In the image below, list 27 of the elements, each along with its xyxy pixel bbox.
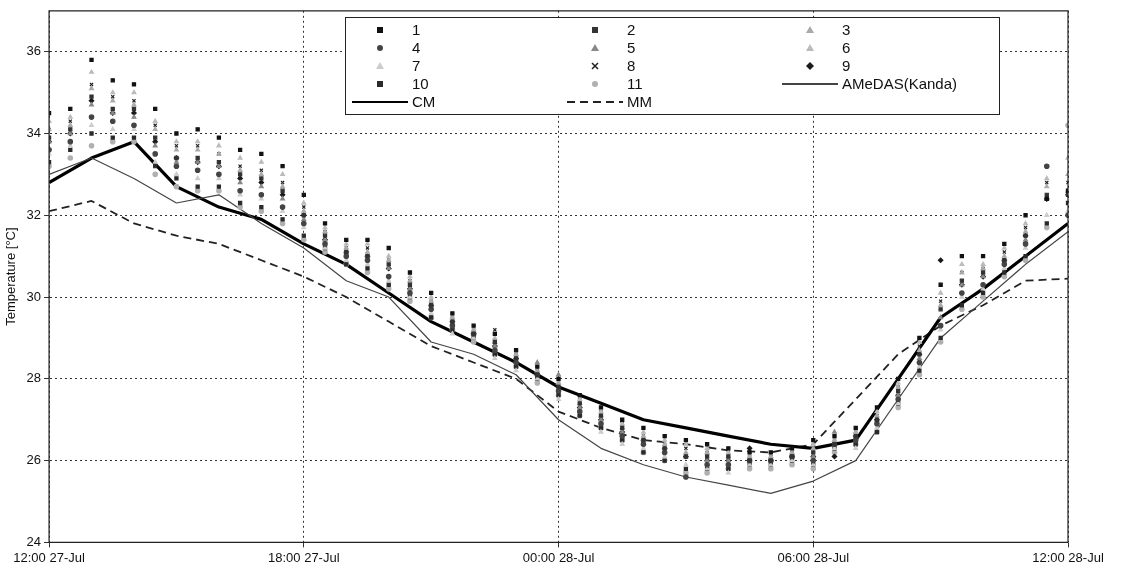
x-tick-label: 12:00 28-Jul (1032, 549, 1104, 565)
y-tick-label: 26 (26, 452, 42, 468)
legend-label: 2 (627, 21, 636, 39)
x-tick-label: 12:00 27-Jul (13, 549, 85, 565)
legend-label: 9 (842, 57, 851, 75)
legend-label: AMeDAS(Kanda) (842, 75, 958, 93)
legend-label: 4 (412, 39, 421, 57)
legend-label: 3 (842, 21, 851, 39)
legend-label: CM (412, 93, 436, 111)
y-tick-label: 36 (26, 43, 42, 59)
y-tick-label: 32 (26, 206, 42, 222)
legend-label: MM (627, 93, 652, 111)
x-tick-label: 00:00 28-Jul (522, 549, 595, 565)
legend-label: 6 (842, 39, 851, 57)
y-tick-label: 24 (26, 533, 42, 549)
legend-label: 7 (412, 57, 421, 75)
legend-label: 11 (627, 75, 643, 93)
legend-label: 5 (627, 39, 636, 57)
legend-label: 8 (627, 57, 636, 75)
legend-label: 1 (412, 21, 421, 39)
y-tick-label: 28 (26, 370, 42, 386)
y-axis-title: Temperature [°C] (3, 227, 19, 326)
y-tick-label: 34 (26, 125, 42, 141)
x-tick-label: 18:00 27-Jul (268, 549, 340, 565)
x-tick-label: 06:00 28-Jul (777, 549, 850, 565)
legend-label: 10 (412, 75, 429, 93)
y-tick-label: 30 (26, 288, 42, 304)
